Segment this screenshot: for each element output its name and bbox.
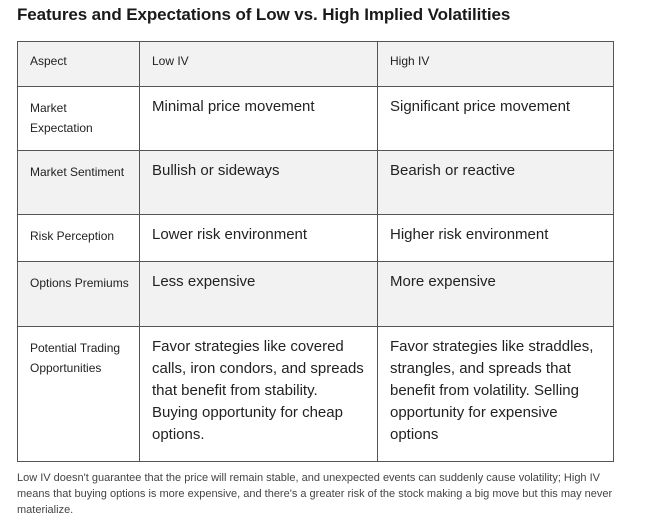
row-aspect: Risk Perception <box>30 229 115 243</box>
header-cell-aspect: Aspect <box>17 41 140 87</box>
page-title: Features and Expectations of Low vs. Hig… <box>17 5 511 24</box>
header-high-iv: High IV <box>390 54 430 68</box>
row-aspect: Options Premiums <box>30 276 129 290</box>
table-row: Market Expectation Minimal price movemen… <box>17 86 614 151</box>
row-high-iv: More expensive <box>390 273 496 290</box>
comparison-table: Aspect Low IV High IV Market Expectation… <box>17 41 614 462</box>
row-low-iv: Minimal price movement <box>152 98 315 115</box>
table-row: Potential Trading Opportunities Favor st… <box>17 326 614 462</box>
row-low-iv: Favor strategies like covered calls, iro… <box>152 338 364 443</box>
row-aspect: Market Expectation <box>30 101 93 135</box>
header-aspect: Aspect <box>30 54 67 68</box>
row-low-iv: Bullish or sideways <box>152 162 280 179</box>
table-header-row: Aspect Low IV High IV <box>17 41 614 87</box>
table-row: Risk Perception Lower risk environment H… <box>17 214 614 262</box>
table-row: Market Sentiment Bullish or sideways Bea… <box>17 150 614 215</box>
caption-text: Low IV doesn't guarantee that the price … <box>17 472 613 516</box>
row-low-iv: Lower risk environment <box>152 226 308 243</box>
header-cell-low-iv: Low IV <box>139 41 378 87</box>
header-cell-high-iv: High IV <box>377 41 614 87</box>
row-aspect: Potential Trading Opportunities <box>30 341 121 375</box>
row-low-iv: Less expensive <box>152 273 256 290</box>
row-high-iv: Significant price movement <box>390 98 571 115</box>
row-high-iv: Bearish or reactive <box>390 162 516 179</box>
row-high-iv: Higher risk environment <box>390 226 549 243</box>
table-row: Options Premiums Less expensive More exp… <box>17 261 614 327</box>
header-low-iv: Low IV <box>152 54 189 68</box>
row-aspect: Market Sentiment <box>30 165 125 179</box>
row-high-iv: Favor strategies like straddles, strangl… <box>390 338 594 443</box>
